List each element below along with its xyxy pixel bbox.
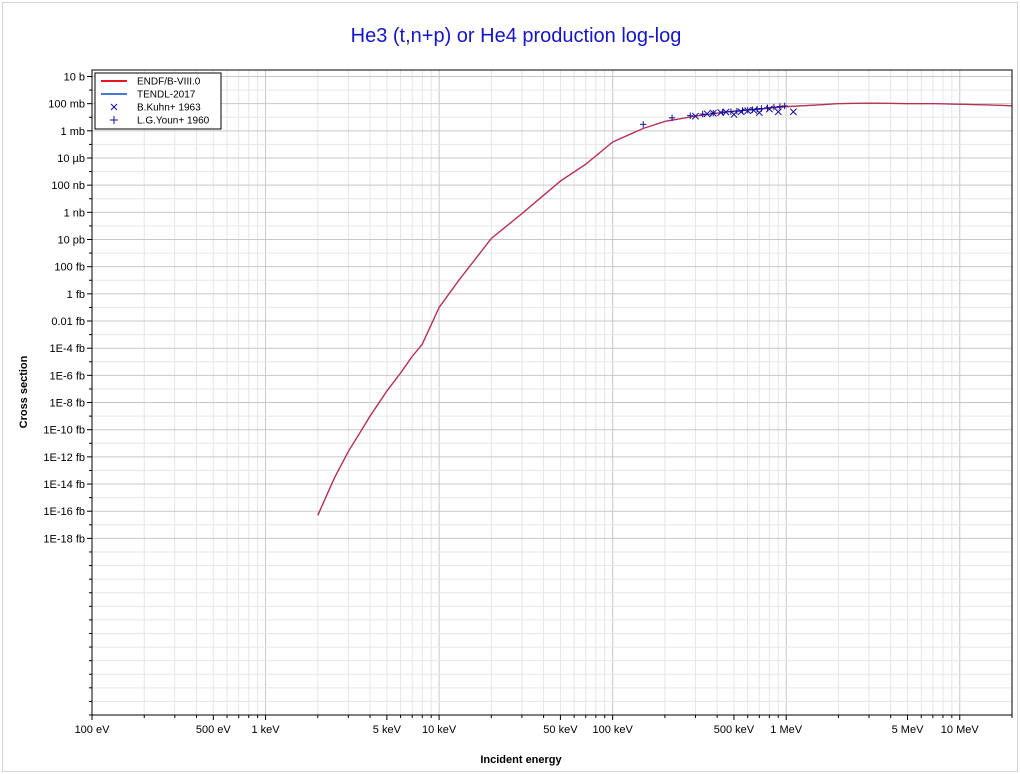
data-point xyxy=(750,106,758,114)
data-point xyxy=(691,112,700,120)
x-tick-label: 5 MeV xyxy=(892,724,924,736)
y-tick-label: 100 mb xyxy=(48,99,85,111)
y-tick-label: 100 fb xyxy=(54,262,85,274)
y-tick-label: 1 fb xyxy=(67,289,85,301)
legend-entry: ENDF/B-VIII.0 xyxy=(101,77,201,88)
data-point xyxy=(789,108,797,116)
data-point xyxy=(703,110,711,118)
data-point xyxy=(774,108,782,116)
data-point xyxy=(781,102,788,110)
marker-stroke xyxy=(750,106,758,114)
y-axis-label: Cross section xyxy=(18,355,30,428)
y-tick-label: 10 µb xyxy=(57,153,85,165)
x-tick-label: 500 eV xyxy=(196,724,232,736)
y-tick-label: 1E-12 fb xyxy=(43,452,85,464)
series-line-0 xyxy=(317,102,1013,516)
y-tick-label: 10 pb xyxy=(57,235,85,247)
data-point xyxy=(640,121,647,128)
axes: 100 eV 500 eV 1 keV 5 keV 10 keV 50 keV 100 ke… xyxy=(43,71,1013,736)
x-tick-label: 10 keV xyxy=(422,724,457,736)
marker-stroke xyxy=(722,108,730,116)
legend-label: ENDF/B-VIII.0 xyxy=(137,77,201,88)
x-tick-label: 100 eV xyxy=(75,724,111,736)
y-tick-label: 1E-8 fb xyxy=(50,398,85,410)
y-tick-label: 1E-6 fb xyxy=(50,370,85,382)
x-tick-label: 5 keV xyxy=(373,724,402,736)
data-point xyxy=(758,105,765,112)
data-point xyxy=(722,108,730,116)
x-tick-label: 100 keV xyxy=(592,724,633,736)
marker-stroke xyxy=(703,110,711,118)
x-tick-label: 1 keV xyxy=(251,724,280,736)
y-tick-label: 1E-4 fb xyxy=(50,343,85,355)
x-axis-label: Incident energy xyxy=(480,754,562,766)
data-point xyxy=(739,107,746,114)
y-tick-label: 1E-14 fb xyxy=(43,479,85,491)
data-point xyxy=(699,110,706,118)
y-tick-label: 1 nb xyxy=(64,207,85,219)
data-point xyxy=(710,109,717,117)
data-point xyxy=(719,108,726,116)
plot-area xyxy=(91,69,1013,716)
data-point xyxy=(770,103,778,111)
legend-label: L.G.Youn+ 1960 xyxy=(137,116,210,127)
data-point xyxy=(727,108,735,115)
legend: ENDF/B-VIII.0 TENDL-2017 B.Kuhn+ 1963 L.G.Y… xyxy=(94,72,222,130)
y-tick-label: 1E-10 fb xyxy=(43,425,85,437)
legend-label: B.Kuhn+ 1963 xyxy=(137,103,201,114)
legend-entry: L.G.Youn+ 1960 xyxy=(110,116,210,127)
y-tick-label: 0.01 fb xyxy=(51,316,85,328)
marker-stroke xyxy=(737,108,745,116)
data-point xyxy=(687,112,694,119)
legend-entry: B.Kuhn+ 1963 xyxy=(110,103,201,114)
marker-stroke xyxy=(789,108,797,116)
marker-stroke xyxy=(691,112,700,120)
legend-marker xyxy=(110,103,118,111)
y-tick-label: 1E-18 fb xyxy=(43,533,85,545)
x-tick-label: 10 MeV xyxy=(941,724,980,736)
y-tick-label: 10 b xyxy=(64,71,85,83)
data-point xyxy=(733,107,741,115)
data-point xyxy=(668,114,676,122)
y-tick-label: 1 mb xyxy=(61,126,85,138)
marker-stroke xyxy=(774,108,782,116)
data-point xyxy=(749,106,756,113)
x-tick-label: 500 keV xyxy=(714,724,755,736)
series-layer xyxy=(317,102,1013,516)
legend-label: TENDL-2017 xyxy=(137,90,196,101)
grid xyxy=(91,70,1013,716)
y-tick-label: 100 nb xyxy=(51,180,85,192)
y-tick-label: 1E-16 fb xyxy=(43,506,85,518)
data-point xyxy=(753,105,761,113)
x-tick-label: 50 keV xyxy=(543,724,578,736)
data-point xyxy=(737,108,745,116)
data-point xyxy=(764,104,771,111)
x-tick-label: 1 MeV xyxy=(770,724,802,736)
data-point xyxy=(730,110,738,119)
data-point xyxy=(776,103,784,110)
legend-entry: TENDL-2017 xyxy=(101,90,196,101)
series-points-3 xyxy=(640,102,788,128)
chart-title: He3 (t,n+p) or He4 production log-log xyxy=(351,25,682,47)
marker-stroke xyxy=(730,110,738,119)
